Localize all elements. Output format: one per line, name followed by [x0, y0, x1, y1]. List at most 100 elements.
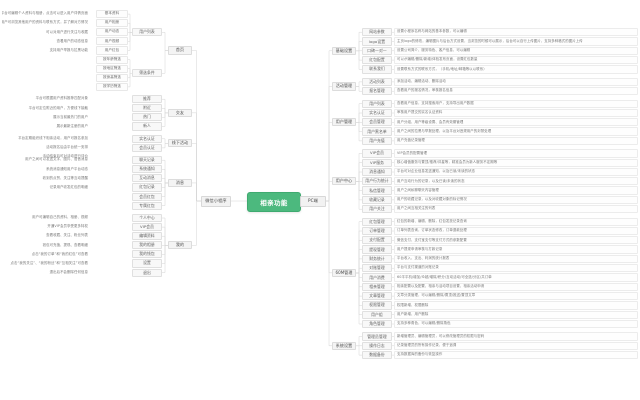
left-child[interactable]: 个人中心 — [132, 213, 162, 223]
right-row-label[interactable]: 对账管理 — [362, 264, 392, 273]
right-row-desc[interactable]: 主页logo的修改，编辑图片与后台方式设置，当浏览的时候可以展示，后台可以自行上… — [394, 37, 638, 46]
left-note[interactable]: 点击“我的关注”、“我的粉丝”和“互相关注”可查看 — [10, 260, 88, 265]
left-group-2[interactable]: 线下活动 — [168, 139, 192, 148]
left-note[interactable]: 活动结束后可对活动进行评价 — [42, 154, 88, 159]
right-row-label[interactable]: 财务统计 — [362, 254, 392, 264]
left-child[interactable]: 热门 — [132, 113, 162, 122]
left-item[interactable]: 用户动态 — [96, 28, 128, 37]
right-row-desc[interactable]: 记录管理员的所有操作记录，便于追溯 — [394, 341, 638, 350]
left-note[interactable]: 平台可根据用户资料推荐匹配对象 — [35, 96, 88, 101]
right-row-label[interactable]: 数据备份 — [362, 350, 392, 360]
right-row-desc[interactable]: VIP会员的配置管理 — [394, 149, 638, 158]
left-child[interactable]: 系统通知 — [132, 165, 162, 174]
left-child[interactable]: 互动消息 — [132, 174, 162, 183]
right-row-label[interactable]: 消息通知 — [362, 167, 392, 177]
right-row-label[interactable]: 实名认证 — [362, 108, 392, 118]
right-group-4[interactable]: 60M管理 — [332, 268, 356, 278]
branch-node-miniprogram[interactable]: 微信小程序 — [201, 195, 231, 207]
right-row-desc[interactable]: 用户充值记录管理 — [394, 136, 638, 146]
left-note[interactable]: 点击“我的订单”和“我的红包”可查看 — [31, 251, 88, 256]
left-item[interactable]: 基本资料 — [96, 10, 128, 19]
left-child[interactable]: 我的相册 — [132, 241, 162, 250]
right-row-desc[interactable]: 订单列表查询，订单状态修改，订单退款处理 — [394, 226, 638, 236]
right-row-label[interactable]: 相亲管理 — [362, 282, 392, 291]
left-note[interactable]: 用户之间可以发送文字、图片、语音消息 — [25, 157, 88, 162]
left-group-3[interactable]: 消息 — [168, 178, 192, 188]
left-note[interactable]: 查看用户的动态信息 — [56, 38, 88, 43]
left-note[interactable]: 官方平台可编辑个人资料与相册，点击可以进入用户详情页面 — [2, 11, 88, 16]
right-row-desc[interactable]: 用户之间的拉黑与举报处理，以及平台对违规用户的封禁处理 — [394, 127, 638, 136]
right-row-label[interactable]: 活动列表 — [362, 77, 392, 87]
right-row-desc[interactable]: 用户提现申请审核与打款记录 — [394, 245, 638, 254]
right-row-label[interactable]: 用户消费 — [362, 273, 392, 282]
left-child[interactable]: 会员认证 — [132, 143, 162, 152]
right-row-label[interactable]: logo设置 — [362, 37, 392, 46]
left-note[interactable]: 平台定期组织线下相亲活动，用户可报名参加 — [18, 136, 88, 140]
left-child[interactable]: 会员红包 — [132, 192, 162, 201]
right-row-label[interactable]: 私信管理 — [362, 186, 392, 195]
right-row-label[interactable]: 支付配置 — [362, 236, 392, 245]
right-row-label[interactable]: 口碑一对一 — [362, 46, 392, 55]
right-group-1[interactable]: 活动管理 — [332, 82, 356, 91]
right-row-label[interactable]: 文章管理 — [362, 291, 392, 301]
right-row-label[interactable]: 联系我们 — [362, 65, 392, 74]
left-child[interactable]: 设置 — [132, 259, 162, 268]
right-row-label[interactable]: 管理员管理 — [362, 332, 392, 341]
left-child[interactable]: 红包记录 — [132, 183, 162, 192]
right-row-label[interactable]: 用户充值 — [362, 136, 392, 146]
right-row-desc[interactable]: 查看用户的报名情况，审核报名信息 — [394, 87, 638, 96]
right-row-label[interactable]: 用户列表 — [362, 99, 392, 108]
right-row-desc[interactable]: 添加活动、编辑活动、删除活动 — [394, 77, 638, 87]
left-note[interactable]: 收到的点赞、关注等互动提醒 — [42, 175, 88, 180]
right-group-3[interactable]: 用户中心 — [332, 177, 356, 186]
left-item[interactable]: 用户红包 — [96, 46, 128, 55]
left-item[interactable]: 用户相册 — [96, 19, 128, 28]
left-note[interactable]: 记录用户收发红包的明细 — [49, 184, 88, 189]
right-row-desc[interactable]: 平台与支付渠道的对账记录 — [394, 264, 638, 273]
right-row-label[interactable]: 报名管理 — [362, 87, 392, 96]
right-row-desc[interactable]: 文章分类管理，可以编辑/删除/置顶/推送/置顶文章 — [394, 291, 638, 301]
right-row-desc[interactable]: 用户新增、用户删除 — [394, 310, 638, 319]
right-row-desc[interactable]: 权限新增、权限删除 — [394, 301, 638, 310]
right-group-5[interactable]: 系统设置 — [332, 341, 356, 350]
right-row-desc[interactable]: 相亲配置以及配置、相亲与活动项目设置、相亲活动申请 — [394, 282, 638, 291]
left-note[interactable]: 活动报名后由平台统一安排 — [46, 145, 88, 150]
left-child[interactable]: 编辑资料 — [132, 232, 162, 241]
left-note[interactable]: 钱包可充值、提现、查看明细 — [42, 242, 88, 247]
right-row-label[interactable]: 提现管理 — [362, 245, 392, 254]
left-note[interactable]: 展示当前最热门的用户 — [53, 114, 88, 119]
right-row-label[interactable]: 收藏记录 — [362, 195, 392, 205]
right-group-2[interactable]: 用户管理 — [332, 118, 356, 127]
left-note[interactable]: 系统消息通知用户平台动态 — [46, 166, 88, 171]
left-child[interactable]: VIP会员 — [132, 223, 162, 232]
right-row-label[interactable]: 网站参数 — [362, 28, 392, 37]
right-row-desc[interactable]: 微信支付、支付宝支付等支付方式的参数配置 — [394, 236, 638, 245]
right-row-desc[interactable]: 支持数据库的备份与恢复操作 — [394, 350, 638, 360]
right-row-label[interactable]: VIP会员 — [362, 149, 392, 158]
center-node[interactable]: 相亲功能 — [247, 192, 301, 212]
right-row-desc[interactable]: 设置联系方式的联系方式，（手机/地址/邮箱等以以联系） — [394, 65, 638, 74]
right-row-desc[interactable]: 核心增值服务与置顶/推荐/评星等，精准会员为新人服务不定期等 — [394, 158, 638, 167]
right-row-desc[interactable]: 支持多种角色，可以编辑/删除角色 — [394, 319, 638, 329]
right-row-label[interactable]: 会员管理 — [362, 118, 392, 127]
left-child[interactable]: 退出 — [132, 268, 162, 277]
right-row-label[interactable]: 权限管理 — [362, 301, 392, 310]
left-child[interactable]: 用户列表 — [132, 28, 162, 37]
right-row-desc[interactable]: 新增管理员、编辑管理员，可以修改管理员的权限与密码 — [394, 332, 638, 341]
right-row-desc[interactable]: 可以が编辑/删除/新增/体验发布页面，设置红包数量 — [394, 55, 638, 65]
branch-node-pc[interactable]: PC端 — [300, 195, 326, 207]
right-row-desc[interactable]: 红包的新增、编辑、删除，红包发放记录查询 — [394, 217, 638, 226]
right-row-label[interactable]: 用户行为统计 — [362, 177, 392, 186]
left-note[interactable]: 开通VIP会员享受更多特权 — [47, 224, 88, 229]
right-row-desc[interactable]: 用户互动行为的记录，以及已读/未读的状态 — [394, 177, 638, 186]
left-group-4[interactable]: 我的 — [168, 241, 192, 250]
left-note[interactable]: 展示最新注册的用户 — [56, 123, 88, 128]
left-child[interactable]: 专属红包 — [132, 201, 162, 210]
right-row-desc[interactable]: 平台收入、支出、利润的统计报表 — [394, 254, 638, 264]
right-row-label[interactable]: 订单管理 — [362, 226, 392, 236]
right-row-desc[interactable]: 设置公司简介、服务特色、客户信息，可以编辑 — [394, 46, 638, 55]
right-row-desc[interactable]: 用户的收藏记录，以及对收藏对象的标记情况 — [394, 195, 638, 205]
right-row-desc[interactable]: 审核用户提交的实名认证资料 — [394, 108, 638, 118]
right-row-desc[interactable]: 查看用户信息，支持搜索用户，支持导出用户数据 — [394, 99, 638, 108]
right-row-desc[interactable]: 用户分组、用户等级设置、会员有效期管理 — [394, 118, 638, 127]
